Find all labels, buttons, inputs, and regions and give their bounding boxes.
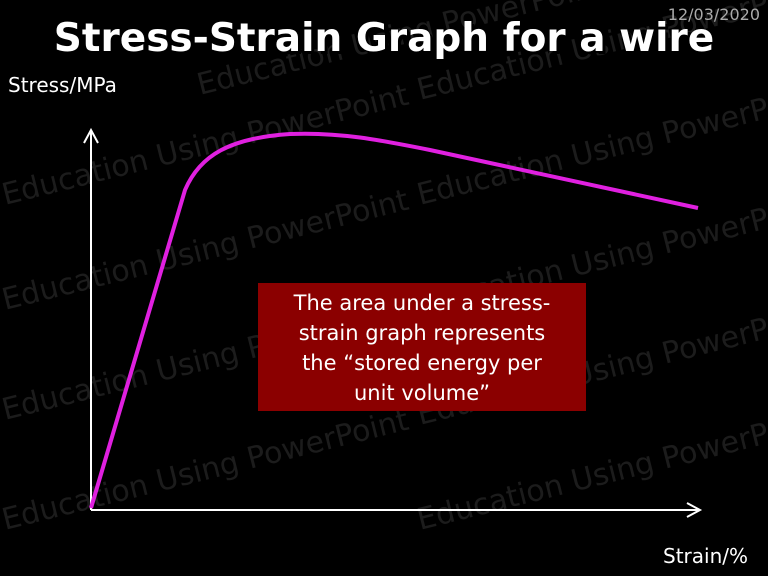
y-axis-label: Stress/MPa (8, 73, 117, 97)
note-line: The area under a stress- (293, 291, 551, 315)
y-arrow (83, 127, 99, 144)
note-line: the “stored energy per (302, 351, 542, 375)
title-shadow: Stress-Strain Graph for a wire (57, 19, 717, 64)
note-line: unit volume” (354, 381, 490, 405)
date: 12/03/2020 (668, 5, 760, 24)
x-axis-label: Strain/% (663, 544, 748, 568)
title: Stress-Strain Graph for a wire (54, 16, 714, 61)
note-box (258, 283, 586, 411)
note-line: strain graph represents (299, 321, 546, 345)
stress-strain-curve (89, 131, 699, 509)
x-arrow (686, 502, 703, 518)
note-text: The area under a stress-strain graph rep… (293, 291, 551, 405)
